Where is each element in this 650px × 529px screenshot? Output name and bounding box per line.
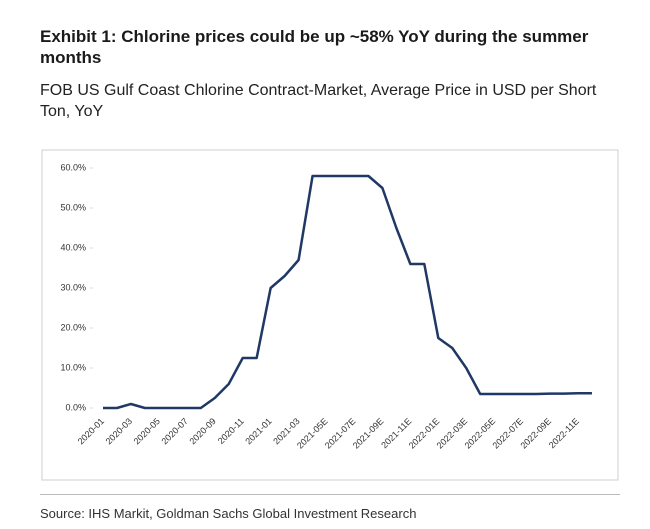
y-tick-label: 60.0% <box>60 162 86 172</box>
x-tick-label: 2021-01 <box>243 416 273 446</box>
y-tick-label: 20.0% <box>60 322 86 332</box>
x-tick-label: 2020-05 <box>132 416 162 446</box>
x-tick-label: 2020-09 <box>187 416 217 446</box>
chart-subtitle: FOB US Gulf Coast Chlorine Contract-Mark… <box>40 82 597 120</box>
y-tick-label: 10.0% <box>60 362 86 372</box>
x-tick-label: 2020-07 <box>159 416 189 446</box>
chart-title: Exhibit 1: Chlorine prices could be up ~… <box>40 27 589 67</box>
chart-frame <box>41 149 619 481</box>
y-tick-label: 0.0% <box>65 402 86 412</box>
x-tick-label: 2022-11E <box>547 416 581 450</box>
x-tick-label: 2020-01 <box>76 416 106 446</box>
x-tick-label: 2020-03 <box>104 416 134 446</box>
data-line <box>103 174 592 410</box>
y-tick-label: 40.0% <box>60 242 86 252</box>
y-tick-label: 50.0% <box>60 202 86 212</box>
y-tick-label: 30.0% <box>60 282 86 292</box>
x-tick-label: 2020-11 <box>216 416 246 446</box>
source-note: Source: IHS Markit, Goldman Sachs Global… <box>40 506 417 521</box>
divider <box>40 494 620 495</box>
